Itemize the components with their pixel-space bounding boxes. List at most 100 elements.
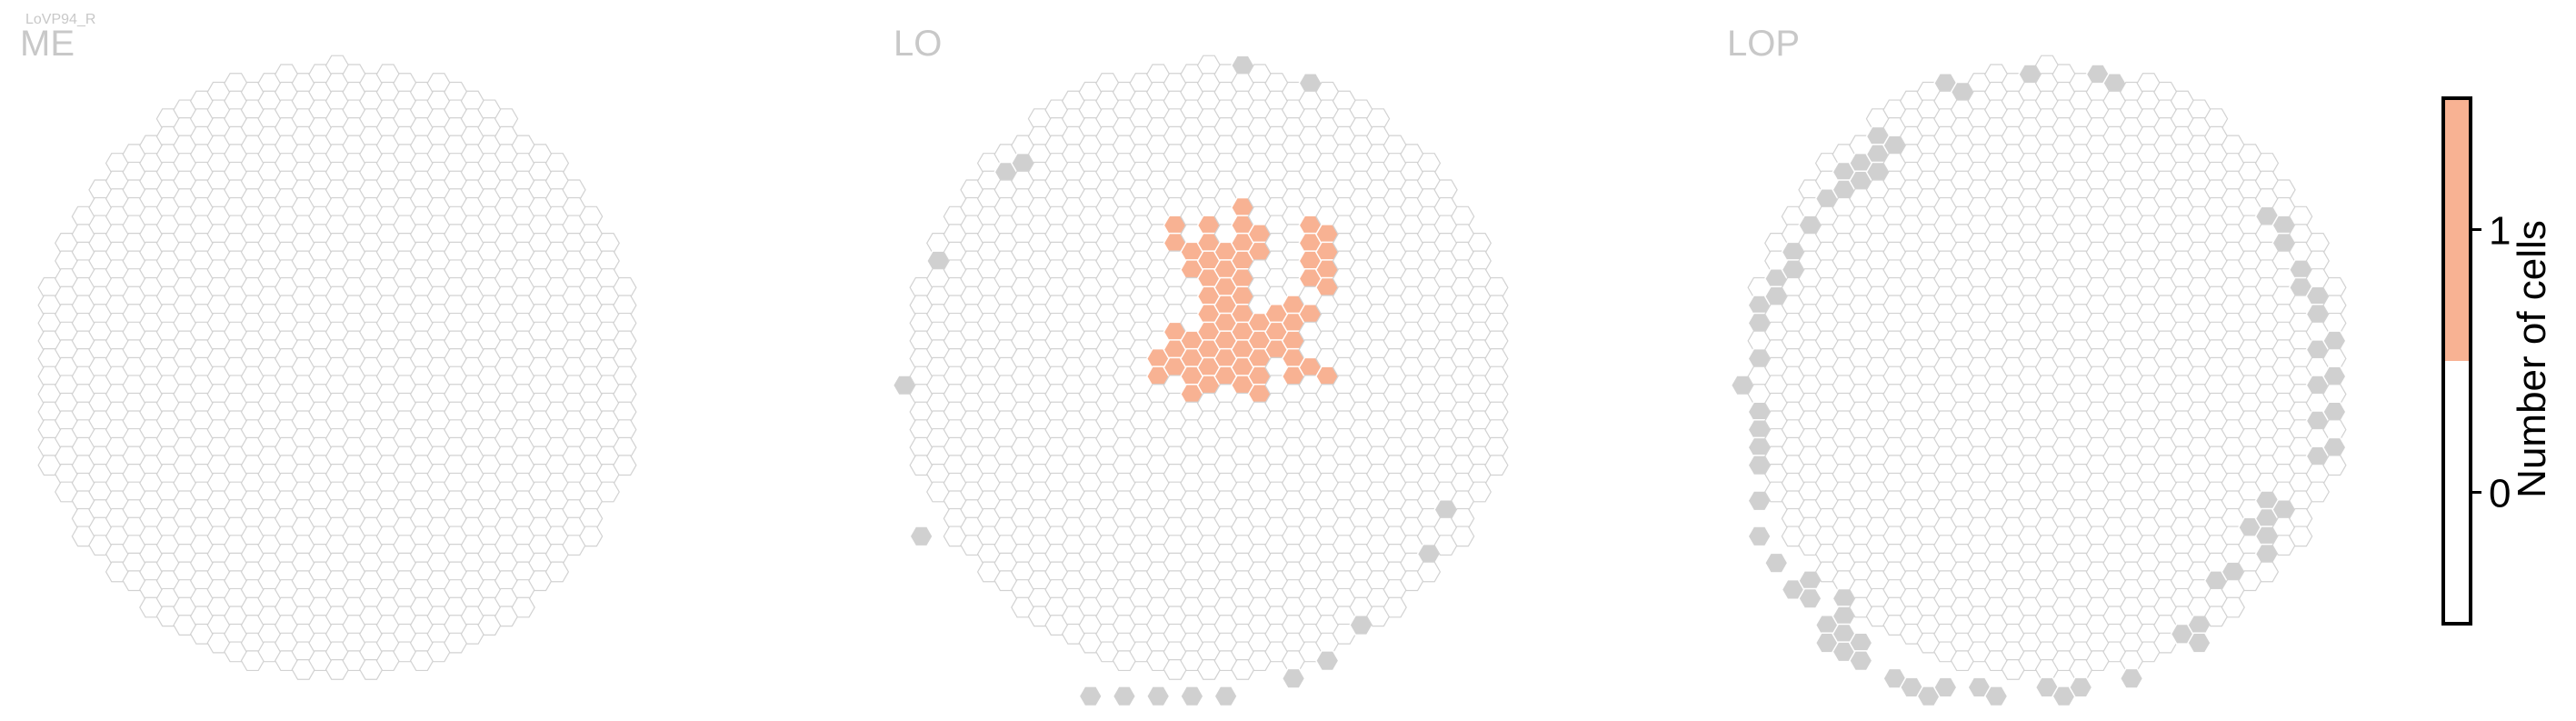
hex-cell-empty [1467,250,1492,272]
hex-cell-empty [1416,153,1442,174]
colorbar-bin [2443,98,2471,361]
hex-cell-empty [2305,481,2330,503]
hex-cell-empty [2322,419,2347,440]
hex-cell-outside [1848,632,1873,654]
hex-cell-empty [613,366,637,387]
hex-cell-outside [2187,632,2212,654]
hex-cell-outside [1314,650,1340,672]
hex-cell-empty [1484,348,1509,369]
hex-cell-empty [1484,436,1509,458]
hex-cell-empty [2322,276,2347,298]
hex-cell-empty [595,233,620,254]
hex-cell-empty [613,455,637,476]
colorbar-tick-label: 1 [2489,209,2511,254]
hex-cell-empty [613,330,637,352]
hex-cell-empty [1484,276,1509,298]
panel-me: ME [20,24,637,680]
panel-lo: LO [892,24,1509,707]
hex-cell-empty [613,419,637,440]
hex-cell-outside [2068,676,2093,698]
hex-cell-outside [2322,401,2347,423]
hex-cell-outside [2119,667,2144,689]
hex-cell-empty [2322,348,2347,369]
hex-cell-outside [1798,587,1822,609]
hex-cell-empty [1484,455,1509,476]
hex-cell-empty [1451,507,1475,529]
hex-grid-me [37,55,637,680]
hex-cell-empty [595,481,620,503]
hex-cell-outside [2322,436,2347,458]
hex-cell-empty [2305,233,2330,254]
hex-cell-outside [1747,526,1772,547]
hex-cell-empty [2322,384,2347,405]
hex-cell-outside [1180,686,1204,707]
hex-cell-empty [613,276,637,298]
panel-title-lo: LO [894,24,942,64]
hex-cell-outside [1281,667,1306,689]
hex-cell-empty [2203,108,2229,130]
hex-cell-empty [1484,401,1509,423]
hex-cell-empty [1484,366,1509,387]
hex-cell-empty [1484,384,1509,405]
hex-grid-lo [892,55,1509,707]
hex-cell-empty [2254,153,2280,174]
hex-cell-outside [1848,650,1873,672]
hex-cell-empty [562,179,586,201]
hex-cell-outside [1145,686,1171,707]
hex-cell-empty [1365,108,1391,130]
hex-cell-empty [1467,233,1492,254]
hex-cell-empty [2322,455,2347,476]
hex-cell-empty [613,401,637,423]
hex-cell-outside [2322,366,2347,387]
hex-cell-empty [1484,330,1509,352]
hex-cell-empty [511,596,535,618]
hex-cell-empty [2271,179,2296,201]
colorbar-frame [2441,96,2472,626]
hex-cell-empty [1484,419,1509,440]
hex-grid-lop [1730,55,2347,707]
hex-cell-empty [1416,561,1442,583]
hex-cell-outside [1078,686,1103,707]
hex-cell-empty [1467,481,1492,503]
cell-type-label: LoVP94_R [25,12,95,27]
hex-cell-empty [613,384,637,405]
hex-cell-empty [613,348,637,369]
hex-cell-empty [2289,205,2313,227]
panel-lop: LOP [1727,24,2347,707]
hex-cell-outside [1112,686,1137,707]
panel-title-me: ME [20,24,75,64]
colorbar-tick-label: 0 [2489,472,2511,516]
hex-cell-empty [544,153,570,174]
hex-cell-empty [1433,179,1458,201]
hex-cell-empty [613,312,637,334]
hex-cell-empty [2221,596,2245,618]
hex-cell-outside [909,526,934,547]
hex-cell-empty [2322,295,2347,316]
hex-cell-empty [613,436,637,458]
hex-cell-empty [1451,526,1475,547]
hex-cell-outside [1763,552,1789,574]
hex-cell-empty [2322,312,2347,334]
hex-cell-empty [2305,250,2330,272]
hex-cell-empty [2289,526,2313,547]
hex-cell-empty [613,295,637,316]
hex-cell-outside [1932,676,1958,698]
colorbar: 01 [2441,96,2511,626]
hex-cell-empty [579,507,604,529]
hex-cell-empty [494,108,519,130]
hex-cell-empty [579,205,604,227]
panel-title-lop: LOP [1727,24,1800,64]
hex-cell-empty [595,250,620,272]
hex-cell-empty [2254,561,2280,583]
hex-cell-outside [1983,686,2009,707]
hex-cell-empty [1484,312,1509,334]
colorbar-title: Number of cells [2510,220,2554,498]
hex-cell-outside [1213,686,1238,707]
hex-cell-empty [1383,596,1407,618]
hex-cell-empty [1484,295,1509,316]
hex-cell-empty [1451,205,1475,227]
hex-cell-empty [544,561,570,583]
colorbar-bin [2443,361,2471,624]
hex-cell-empty [2289,507,2313,529]
